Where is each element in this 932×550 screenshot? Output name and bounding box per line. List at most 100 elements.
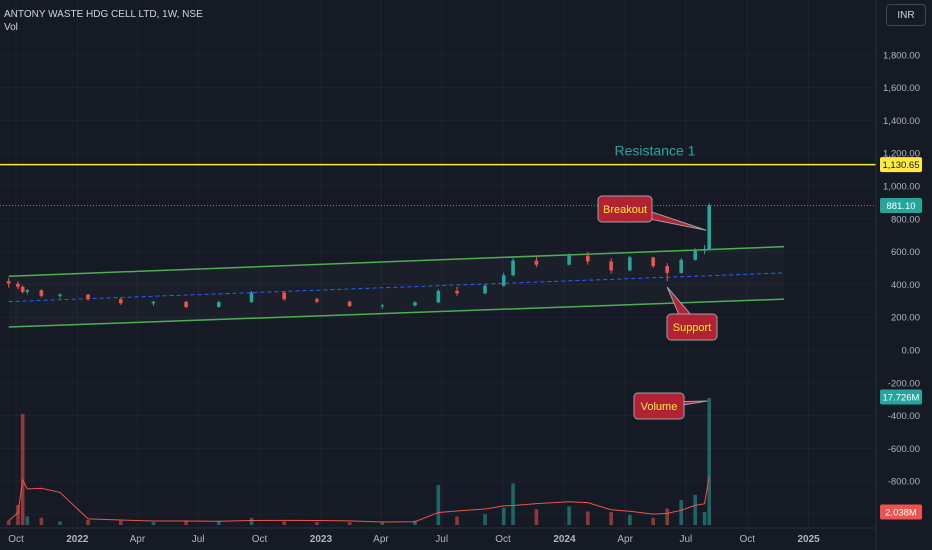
callout-box [597,195,653,223]
volume-bar [702,512,707,525]
price-tick-label: 200.00 [891,313,920,324]
callout-label: Support [673,322,712,334]
candle [315,299,319,302]
price-tick-label: 800.00 [891,214,920,225]
volume-ma-line [8,476,710,523]
candle [628,257,632,271]
price-tick-label: 600.00 [891,247,920,258]
candle [282,292,287,300]
candle [702,249,707,251]
candle [679,259,683,273]
candle [413,302,417,306]
currency-button[interactable]: INR [886,4,926,26]
price-tick-label: 400.00 [891,280,920,291]
candle [567,255,571,265]
volume-bar [25,516,30,525]
time-tick-label: Apr [130,534,146,545]
volume-bar [58,521,62,525]
volume-bar [693,494,698,525]
volume-ma-badge-bg [880,504,922,520]
price-tick-label: -600.00 [888,444,920,455]
volume-bar [16,504,20,525]
candle [39,290,44,296]
callout-breakout: Breakout [597,195,707,231]
volume-bar [511,483,515,525]
volume-bar [380,522,385,525]
resistance-price-badge-bg [880,157,922,173]
price-tick-label: -800.00 [888,477,920,488]
volume-bar [118,520,123,525]
candle [707,205,712,250]
callout-volume: Volume [633,392,708,420]
volume-bar [249,517,254,525]
candle [118,299,123,304]
price-tick-label: 1,600.00 [883,83,920,94]
volume-bar [151,522,156,525]
volume-bar [679,499,683,525]
volume-bar [609,512,613,525]
callout-box [666,313,718,341]
price-pane: Resistance 1 [0,143,876,328]
candle [217,302,221,308]
time-tick-label: 2023 [310,534,333,545]
candle [609,261,613,271]
volume-bar [628,514,632,525]
candle [455,290,459,294]
volume-bar [567,506,571,525]
candle [534,260,539,265]
candle [483,285,487,294]
time-tick-label: Jul [435,534,448,545]
candle [501,275,506,286]
time-tick-label: Jul [679,534,692,545]
volume-bar [436,484,441,525]
volume-bar [534,509,539,525]
candle [436,290,441,303]
candle [20,286,25,292]
last-price-badge: 881.10 [886,201,915,212]
price-tick-label: 1,800.00 [883,50,920,61]
time-tick-label: Oct [495,534,511,545]
candle [380,305,385,307]
candle [511,260,515,276]
candle [151,301,156,304]
channel-lower-line [8,298,784,328]
callout-label: Volume [641,401,678,413]
volume-bar [347,522,352,525]
volume-last-badge: 17.726M [883,393,920,404]
volume-pane [6,398,712,525]
price-tick-label: 1,400.00 [883,116,920,127]
symbol-title: ANTONY WASTE HDG CELL LTD, 1W, NSE [4,9,203,20]
time-tick-label: 2022 [66,534,89,545]
time-tick-label: 2024 [553,534,576,545]
volume-ma-badge: 2.038M [885,508,917,519]
time-tick-label: Oct [739,534,755,545]
candle [693,250,698,260]
price-tick-label: -200.00 [888,378,920,389]
time-tick-label: 2025 [798,534,821,545]
last-price-badge-bg [880,197,922,213]
volume-bar [184,521,188,525]
time-tick-label: Jul [192,534,205,545]
time-tick-label: Oct [252,534,268,545]
volume-bar [20,413,25,525]
volume-bar [665,508,669,525]
volume-bar [39,517,44,525]
candle [665,266,669,273]
candle [184,301,188,308]
volume-bar [585,511,590,525]
resistance-label: Resistance 1 [615,143,696,159]
volume-bar [6,520,11,525]
price-tick-label: 1,000.00 [883,182,920,193]
callout-label: Breakout [603,204,647,216]
candle [86,294,90,300]
price-tick-label: 1,200.00 [883,149,920,160]
volume-bar [651,517,655,525]
time-tick-label: Apr [617,534,633,545]
annotations: Breakout Support Volume [597,195,718,420]
candle [347,301,352,307]
candle [585,255,590,262]
callout-support: Support [666,286,718,341]
candle [58,294,62,296]
